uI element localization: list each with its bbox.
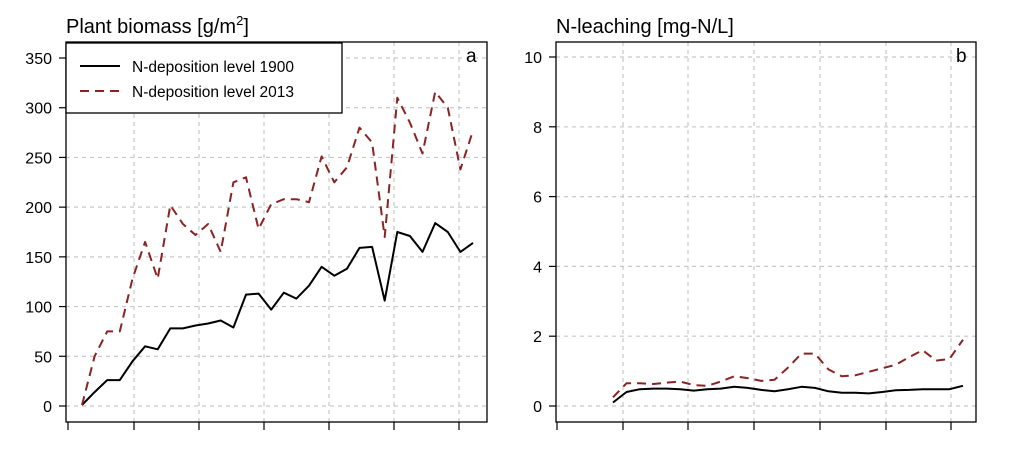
y-tick-label: 2 (533, 329, 542, 346)
panel-a-series (81, 90, 474, 406)
legend-box (65, 42, 343, 114)
y-tick-label: 6 (533, 190, 542, 207)
panel-a-x-axis (67, 422, 460, 430)
y-tick-label: 100 (25, 300, 52, 317)
panel-b-title: N-leaching [mg-N/L] (556, 16, 734, 38)
panel-b-gridlines (556, 42, 976, 422)
y-tick-label: 50 (34, 349, 52, 366)
series-line-2013 (612, 339, 964, 398)
y-tick-label: 350 (25, 51, 52, 68)
panel-a-title-superscript: 2 (236, 13, 243, 28)
panel-b-series (612, 339, 964, 404)
series-line-2013 (81, 90, 474, 406)
panel-b-y-axis: 0 2 4 6 8 10 (524, 50, 556, 416)
legend-label-2013: N-deposition level 2013 (132, 84, 294, 101)
y-tick-label: 200 (25, 200, 52, 217)
panel-b-n-leaching: N-leaching [mg-N/L] 0 2 4 6 8 10 b (524, 16, 977, 430)
y-tick-label: 250 (25, 150, 52, 167)
y-tick-label: 4 (533, 259, 542, 276)
panel-b-x-axis (556, 422, 952, 430)
y-tick-label: 300 (25, 101, 52, 118)
series-line-1900 (81, 222, 474, 406)
panel-a-frame (65, 41, 488, 423)
panel-a-plant-biomass: Plant biomass [g/m2] 0 50 100 150 200 250 300 3… (25, 13, 488, 430)
legend-label-1900: N-deposition level 1900 (132, 59, 294, 76)
y-tick-label: 8 (533, 120, 542, 137)
y-tick-label: 0 (43, 399, 52, 416)
legend: N-deposition level 1900 N-deposition lev… (65, 42, 343, 114)
y-tick-label: 0 (533, 399, 542, 416)
series-line-1900 (612, 384, 964, 404)
panel-b-letter: b (956, 46, 967, 67)
panel-a-title: Plant biomass [g/m2] (66, 13, 249, 38)
panel-b-frame (555, 41, 977, 423)
panel-a-y-axis: 0 50 100 150 200 250 300 350 (25, 51, 66, 416)
y-tick-label: 10 (524, 50, 542, 67)
panel-a-letter: a (466, 46, 477, 67)
y-tick-label: 150 (25, 250, 52, 267)
